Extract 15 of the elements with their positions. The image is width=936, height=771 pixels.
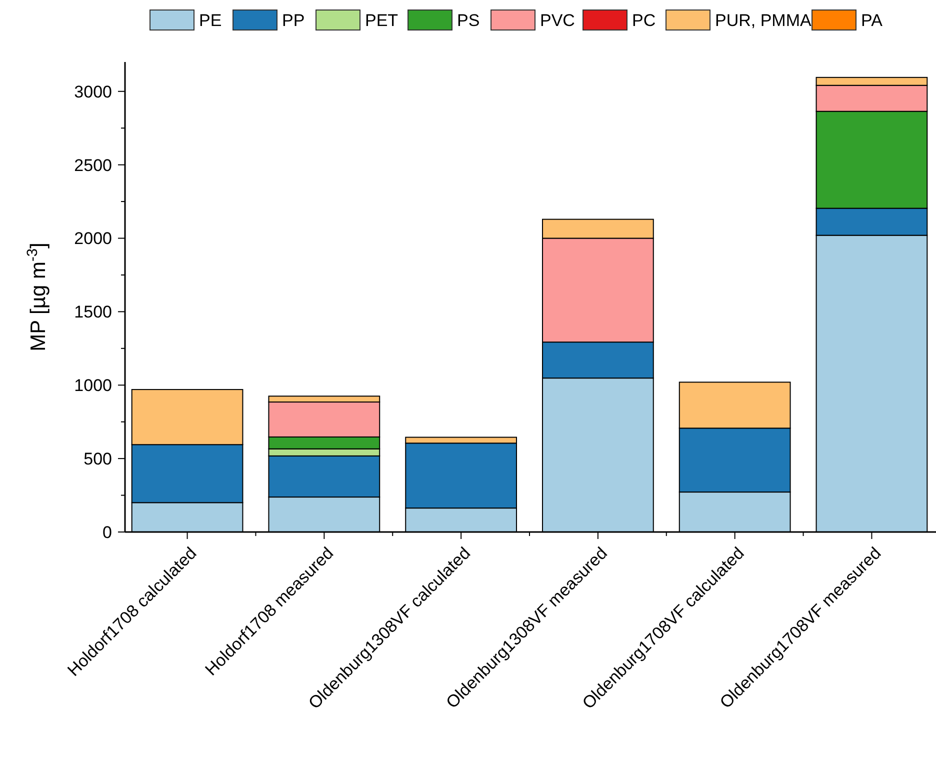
- y-tick-label: 1000: [74, 376, 112, 396]
- legend-label: PP: [282, 11, 305, 30]
- legend-label: PS: [457, 11, 480, 30]
- y-tick-label: 2000: [74, 229, 112, 248]
- y-tick-label: 500: [84, 450, 112, 469]
- y-tick-label: 0: [102, 522, 112, 542]
- legend-label: PUR, PMMA: [715, 11, 812, 30]
- legend-label: PVC: [540, 11, 575, 30]
- legend-label: PET: [365, 11, 398, 30]
- y-tick-label: 2500: [74, 156, 112, 175]
- legend-label: PE: [199, 11, 222, 30]
- legend-label: PA: [861, 11, 884, 30]
- y-tick-label: 3000: [74, 82, 112, 102]
- legend-label: PC: [632, 11, 656, 30]
- y-tick-label: 1500: [74, 302, 112, 322]
